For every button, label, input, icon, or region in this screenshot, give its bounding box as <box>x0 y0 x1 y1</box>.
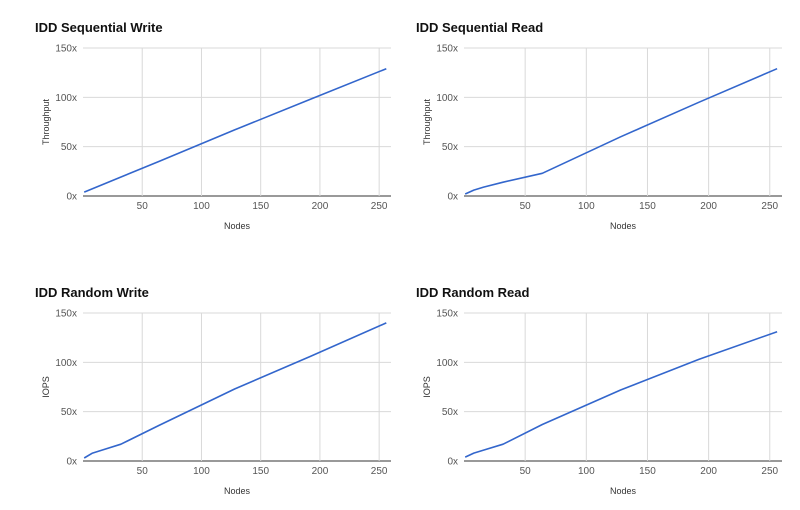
y-tick-label: 0x <box>447 457 458 468</box>
data-point <box>309 355 311 357</box>
y-tick-label: 0x <box>447 192 458 203</box>
y-tick-label: 100x <box>55 93 77 104</box>
chart-title: IDD Sequential Read <box>416 20 544 35</box>
x-axis-label: Nodes <box>610 486 637 496</box>
y-axis-label: IOPS <box>422 376 432 398</box>
y-tick-label: 150x <box>55 44 77 55</box>
y-tick-label: 50x <box>442 407 458 418</box>
series-line <box>83 67 387 193</box>
x-tick-label: 250 <box>761 466 778 477</box>
y-tick-label: 100x <box>436 358 458 369</box>
data-point <box>309 98 311 100</box>
data-point <box>776 331 778 333</box>
x-axis-label: Nodes <box>224 486 251 496</box>
data-point <box>120 443 122 445</box>
chart-svg: 0x 50x 100x 150x 50 100 150 200 250 Nodes IOPS <box>422 309 782 496</box>
x-tick-label: 100 <box>578 466 595 477</box>
x-tick-label: 150 <box>639 201 656 212</box>
data-point <box>619 136 621 138</box>
x-tick-label: 200 <box>312 466 329 477</box>
data-point <box>502 443 504 445</box>
x-tick-label: 100 <box>193 201 210 212</box>
x-axis-label: Nodes <box>224 221 251 231</box>
y-axis-label: IOPS <box>41 376 51 398</box>
x-tick-label: 50 <box>137 201 149 212</box>
x-tick-label: 100 <box>193 466 210 477</box>
data-point <box>464 456 466 458</box>
data-point <box>101 449 103 451</box>
chart-panel-random-read: IDD Random Read 0x 50x 100x 150x 50 100 150 200… <box>416 285 786 505</box>
data-point <box>473 452 475 454</box>
series-line <box>464 67 778 195</box>
y-tick-label: 150x <box>436 44 458 55</box>
data-point <box>385 68 387 70</box>
y-tick-label: 100x <box>55 358 77 369</box>
x-tick-label: 100 <box>578 201 595 212</box>
data-point <box>158 160 160 162</box>
chart-svg: 0x 50x 100x 150x 50 100 150 200 250 Nodes Throughp… <box>422 44 782 231</box>
chart-panel-sequential-write: IDD Sequential Write 0x 50x 100x 150x 50 100 1… <box>35 20 395 240</box>
data-point <box>91 452 93 454</box>
y-axis-label: Throughput <box>41 98 51 145</box>
y-tick-label: 0x <box>66 457 77 468</box>
data-point <box>698 358 700 360</box>
y-tick-label: 150x <box>436 309 458 320</box>
x-tick-label: 50 <box>520 201 532 212</box>
x-tick-label: 50 <box>520 466 532 477</box>
x-tick-label: 150 <box>252 201 269 212</box>
x-tick-label: 250 <box>371 201 388 212</box>
y-tick-label: 50x <box>61 142 77 153</box>
chart-title: IDD Random Read <box>416 285 530 300</box>
data-point <box>473 189 475 191</box>
data-point <box>158 424 160 426</box>
chart-title: IDD Random Write <box>35 285 149 300</box>
data-point <box>698 101 700 103</box>
chart-svg: 0x 50x 100x 150x 50 100 150 200 250 Nodes IOPS <box>41 309 391 496</box>
x-tick-label: 200 <box>700 466 717 477</box>
y-tick-label: 150x <box>55 309 77 320</box>
x-tick-label: 200 <box>700 201 717 212</box>
data-point <box>385 322 387 324</box>
chart-title: IDD Sequential Write <box>35 20 163 35</box>
series-line <box>83 322 387 459</box>
y-tick-label: 50x <box>61 407 77 418</box>
y-tick-label: 100x <box>436 93 458 104</box>
data-point <box>464 193 466 195</box>
x-tick-label: 250 <box>371 466 388 477</box>
data-point <box>482 186 484 188</box>
data-point <box>541 423 543 425</box>
x-tick-label: 250 <box>761 201 778 212</box>
y-tick-label: 50x <box>442 142 458 153</box>
data-point <box>233 388 235 390</box>
data-point <box>83 457 85 459</box>
chart-panel-random-write: IDD Random Write 0x 50x 100x 150x 50 100 150 20… <box>35 285 395 505</box>
x-axis-label: Nodes <box>610 221 637 231</box>
series-line <box>464 330 778 458</box>
x-tick-label: 150 <box>252 466 269 477</box>
data-point <box>502 181 504 183</box>
data-point <box>83 191 85 193</box>
y-axis-label: Throughput <box>422 98 432 145</box>
data-point <box>482 449 484 451</box>
x-tick-label: 150 <box>639 466 656 477</box>
x-tick-label: 50 <box>137 466 149 477</box>
data-point <box>541 172 543 174</box>
data-point <box>776 68 778 70</box>
data-point <box>619 389 621 391</box>
y-tick-label: 0x <box>66 192 77 203</box>
chart-panel-sequential-read: IDD Sequential Read 0x 50x 100x 150x 50 100 15… <box>416 20 786 240</box>
x-tick-label: 200 <box>312 201 329 212</box>
chart-svg: 0x 50x 100x 150x 50 100 150 200 250 Nodes Throughp… <box>41 44 391 231</box>
data-point <box>233 129 235 131</box>
